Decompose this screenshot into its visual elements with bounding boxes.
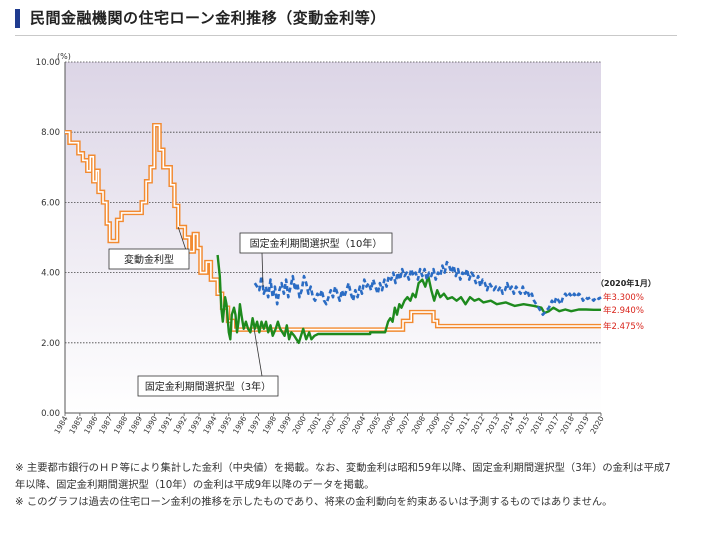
x-tick-label: 1991 [157, 414, 174, 435]
x-tick-label: 1986 [82, 414, 99, 435]
x-tick-label: 1999 [276, 414, 293, 435]
x-tick-label: 2011 [454, 414, 471, 435]
x-tick-label: 2018 [559, 414, 576, 435]
x-tick-label: 1992 [172, 414, 189, 435]
page-header: 民間金融機関の住宅ローン金利推移（変動金利等） [0, 0, 705, 36]
end-value-label: 年3.300% [603, 292, 644, 303]
x-tick-label: 1988 [112, 414, 129, 435]
callout-label: 固定金利期間選択型（3年） [145, 380, 271, 393]
callout-leader [253, 328, 263, 377]
title-accent-bar [15, 9, 20, 28]
x-tick-label: 2005 [365, 414, 382, 435]
x-tick-label: 1998 [261, 414, 278, 435]
x-tick-label: 2009 [425, 414, 442, 435]
series-lines [65, 122, 602, 344]
y-tick-label: 0.00 [41, 409, 60, 419]
callout-label: 変動金利型 [124, 253, 174, 266]
y-tick-label: 10.00 [36, 58, 60, 68]
footnote-1: ※ 主要都市銀行のＨＰ等により集計した金利（中央値）を掲載。なお、変動金利は昭和… [15, 462, 671, 491]
x-tick-label: 1985 [67, 414, 84, 435]
x-tick-label: 2012 [469, 414, 486, 435]
series-callouts: 変動金利型 固定金利期間選択型（10年） 固定金利期間選択型（3年） [108, 226, 393, 397]
x-tick-label: 2003 [335, 414, 352, 435]
x-tick-label: 2017 [544, 414, 561, 435]
x-tick-label: 1993 [186, 414, 203, 435]
x-tick-label: 1987 [97, 414, 114, 435]
y-axis-unit: (%) [57, 52, 71, 61]
x-tick-label: 1989 [127, 414, 144, 435]
x-tick-label: 2007 [395, 414, 412, 435]
page-title: 民間金融機関の住宅ローン金利推移（変動金利等） [30, 9, 386, 27]
end-date-label: （2020年1月） [596, 278, 656, 288]
y-tick-label: 4.00 [41, 269, 60, 279]
x-tick-label: 2001 [306, 414, 323, 435]
callout-box [108, 248, 190, 270]
series-line-fixed-10yr [253, 260, 602, 317]
x-tick-label: 2013 [484, 414, 501, 435]
x-tick-label: 2020 [588, 414, 605, 435]
x-tick-label: 2002 [320, 414, 337, 435]
end-value-label: 年2.475% [603, 321, 644, 332]
series-line-fixed-3yr [216, 254, 601, 344]
x-tick-label: 2016 [529, 414, 546, 435]
x-tick-label: 1994 [201, 414, 218, 435]
x-tick-label: 1996 [231, 414, 248, 435]
callout-box [137, 375, 279, 397]
x-tick-label: 2008 [410, 414, 427, 435]
footnote-2: ※ このグラフは過去の住宅ローン金利の推移を示したものであり、将来の金利動向を約… [15, 496, 613, 508]
x-tick-label: 1995 [216, 414, 233, 435]
callout-label: 固定金利期間選択型（10年） [250, 237, 383, 250]
x-tick-label: 1997 [246, 414, 263, 435]
header-divider [15, 35, 677, 36]
interest-rate-chart: 0.00 2.00 4.00 6.00 8.00 10.00 (%) 1984 1985 19… [0, 40, 705, 450]
end-value-labels: （2020年1月） 年2.475% 年2.940% 年3.300% [596, 278, 656, 332]
x-tick-label: 2015 [514, 414, 531, 435]
x-tick-label: 2004 [350, 414, 367, 435]
end-value-label: 年2.940% [603, 305, 644, 316]
chart-svg: 0.00 2.00 4.00 6.00 8.00 10.00 (%) 1984198519… [36, 52, 656, 436]
y-axis-ticks: 0.00 2.00 4.00 6.00 8.00 10.00 [36, 58, 60, 419]
y-tick-label: 8.00 [41, 128, 60, 138]
x-tick-label: 2000 [291, 414, 308, 435]
x-axis-ticks: 1984198519861987198819891990199119921993… [52, 413, 606, 436]
y-tick-label: 2.00 [41, 339, 60, 349]
footnotes: ※ 主要都市銀行のＨＰ等により集計した金利（中央値）を掲載。なお、変動金利は昭和… [15, 460, 675, 511]
x-tick-label: 2010 [440, 414, 457, 435]
x-tick-label: 2014 [499, 414, 516, 435]
x-tick-label: 2019 [574, 414, 591, 435]
callout-leader [261, 252, 264, 287]
x-tick-label: 2006 [380, 414, 397, 435]
y-tick-label: 6.00 [41, 198, 60, 208]
callout-box [239, 232, 393, 254]
x-tick-label: 1990 [142, 414, 159, 435]
